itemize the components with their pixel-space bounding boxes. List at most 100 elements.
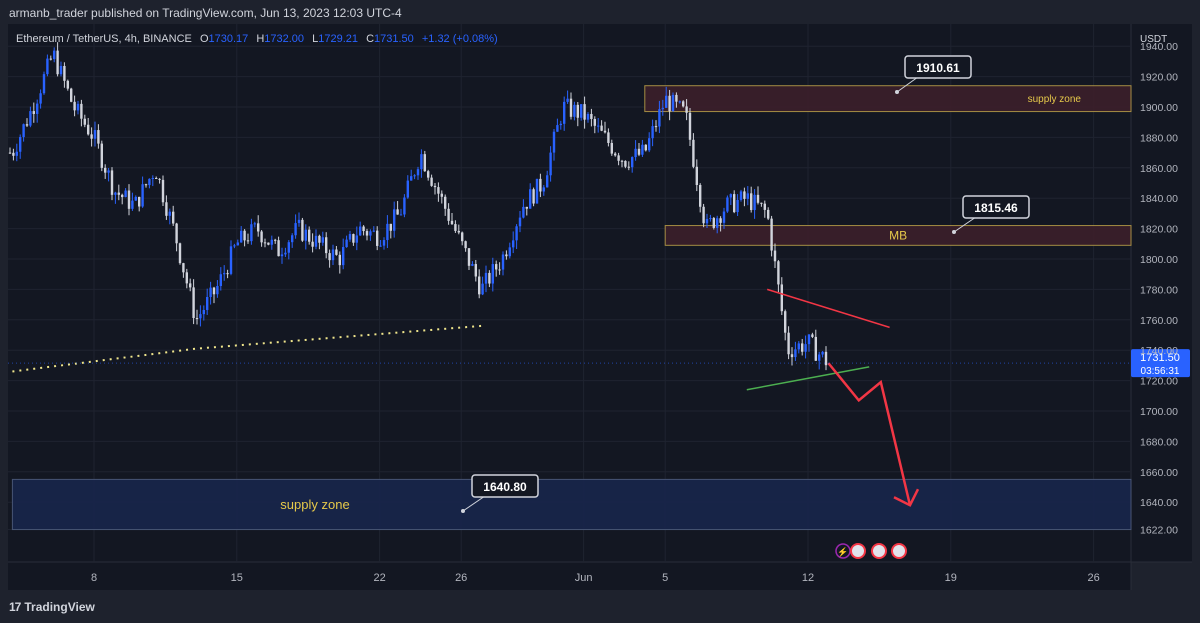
low-label: L	[312, 33, 318, 45]
candle-body	[39, 93, 42, 104]
candle-body	[763, 203, 766, 210]
candle-body	[294, 223, 297, 236]
candle-body	[801, 343, 804, 352]
candle-body	[8, 152, 12, 154]
drawings-layer	[12, 288, 920, 507]
candle-body	[250, 224, 253, 242]
callout-pointer	[462, 495, 486, 512]
candle-body	[716, 218, 719, 228]
candle-body	[284, 252, 287, 255]
candle-body	[342, 247, 345, 266]
callout-anchor	[461, 509, 465, 513]
price-tick-label: 1640.00	[1140, 497, 1178, 509]
candle-body	[195, 318, 199, 320]
candle-body	[508, 247, 511, 257]
candle-body	[709, 218, 712, 220]
candle-body	[427, 171, 430, 178]
tradingview-brand[interactable]: 17 TradingView	[9, 600, 95, 614]
candle-body	[702, 206, 705, 224]
candle-body	[93, 130, 97, 139]
candle-body	[155, 178, 158, 180]
candle-body	[733, 194, 736, 213]
us-flag-icon[interactable]	[891, 543, 907, 559]
candle-body	[32, 111, 35, 114]
candle-body	[144, 184, 148, 186]
event-icons[interactable]: ⚡	[835, 543, 907, 559]
candle-body	[297, 219, 301, 224]
candle-body	[512, 240, 515, 248]
candle-body	[403, 197, 406, 215]
high-label: H	[256, 33, 264, 45]
candle-body	[532, 189, 535, 204]
candle-body	[338, 254, 341, 266]
candle-body	[600, 125, 603, 131]
candle-countdown: 03:56:31	[1141, 366, 1180, 377]
candle-body	[729, 194, 732, 198]
price-tick-label: 1900.00	[1140, 102, 1178, 114]
candle-body	[158, 178, 161, 180]
time-tick-label: 8	[91, 572, 97, 584]
time-axis[interactable]	[8, 562, 1131, 590]
callout-anchor	[952, 230, 956, 234]
candle-body	[556, 125, 559, 132]
candle-body	[722, 211, 726, 223]
candle-body	[760, 202, 763, 204]
candle-body	[661, 107, 664, 110]
candle-body	[379, 245, 382, 247]
zone-box	[644, 85, 1132, 113]
candle-body	[182, 263, 185, 273]
callout-value: 1910.61	[916, 61, 960, 75]
candle-body	[631, 157, 634, 168]
last-price-value: 1731.50	[1140, 352, 1180, 364]
price-tick-label: 1880.00	[1140, 132, 1178, 144]
candle-body	[46, 58, 49, 75]
candle-body	[386, 223, 389, 241]
time-tick-label: 19	[945, 572, 957, 584]
change-value: +1.32 (+0.08%)	[422, 33, 498, 45]
candle-body	[648, 138, 651, 151]
candle-body	[406, 180, 409, 198]
candle-body	[76, 103, 80, 111]
price-tick-label: 1622.00	[1140, 525, 1178, 537]
candle-body	[699, 184, 702, 207]
candle-body	[175, 223, 178, 244]
price-axis[interactable]	[1131, 24, 1192, 562]
candle-body	[474, 264, 477, 277]
candle-body	[90, 134, 93, 139]
candle-body	[206, 296, 209, 310]
us-flag-icon[interactable]	[871, 543, 887, 559]
candle-body	[719, 218, 722, 223]
candle-body	[352, 234, 355, 243]
time-tick-label: 26	[1087, 572, 1099, 584]
candle-body	[138, 196, 141, 207]
candle-body	[671, 94, 675, 112]
us-flag-icon[interactable]	[850, 543, 866, 559]
candle-body	[712, 218, 715, 228]
ohlc-legend[interactable]: Ethereum / TetherUS, 4h, BINANCE O1730.1…	[16, 33, 498, 45]
price-tick-label: 1780.00	[1140, 284, 1178, 296]
candle-body	[685, 106, 688, 113]
candle-body	[19, 137, 22, 152]
candle-body	[478, 276, 481, 295]
candle-body	[790, 354, 794, 358]
candle-body	[355, 235, 358, 243]
candle-body	[49, 58, 52, 60]
time-tick-label: 15	[231, 572, 243, 584]
candle-body	[335, 249, 338, 255]
candle-body	[756, 194, 760, 203]
candle-body	[546, 175, 549, 188]
candle-body	[535, 178, 539, 204]
candle-body	[794, 349, 797, 358]
plot-area[interactable]	[8, 24, 1131, 562]
candle-body	[253, 223, 256, 225]
candle-body	[80, 103, 83, 119]
candle-body	[209, 287, 212, 297]
candle-body	[311, 241, 314, 247]
candle-body	[240, 230, 243, 243]
candle-body	[161, 179, 165, 203]
symbol-name: Ethereum / TetherUS, 4h, BINANCE	[16, 33, 192, 45]
candle-body	[124, 190, 127, 198]
close-label: C	[366, 33, 374, 45]
candle-body	[573, 104, 576, 117]
